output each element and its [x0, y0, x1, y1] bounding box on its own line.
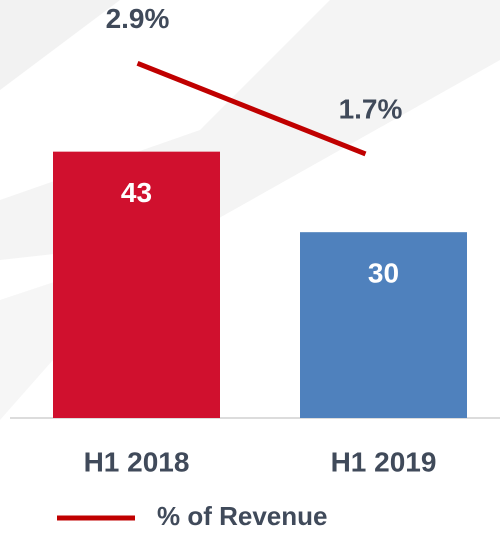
legend-label: % of Revenue: [157, 501, 328, 531]
line-value-label: 2.9%: [106, 3, 170, 34]
x-tick-label: H1 2018: [84, 446, 190, 477]
bar: [53, 151, 220, 418]
bar-value-label: 43: [121, 177, 152, 208]
bar: [300, 232, 467, 418]
line-value-label: 1.7%: [339, 93, 403, 124]
x-tick-label: H1 2019: [331, 446, 437, 477]
background-shape: [0, 0, 120, 90]
bar-value-label: 30: [368, 258, 399, 289]
line: [136, 61, 367, 157]
